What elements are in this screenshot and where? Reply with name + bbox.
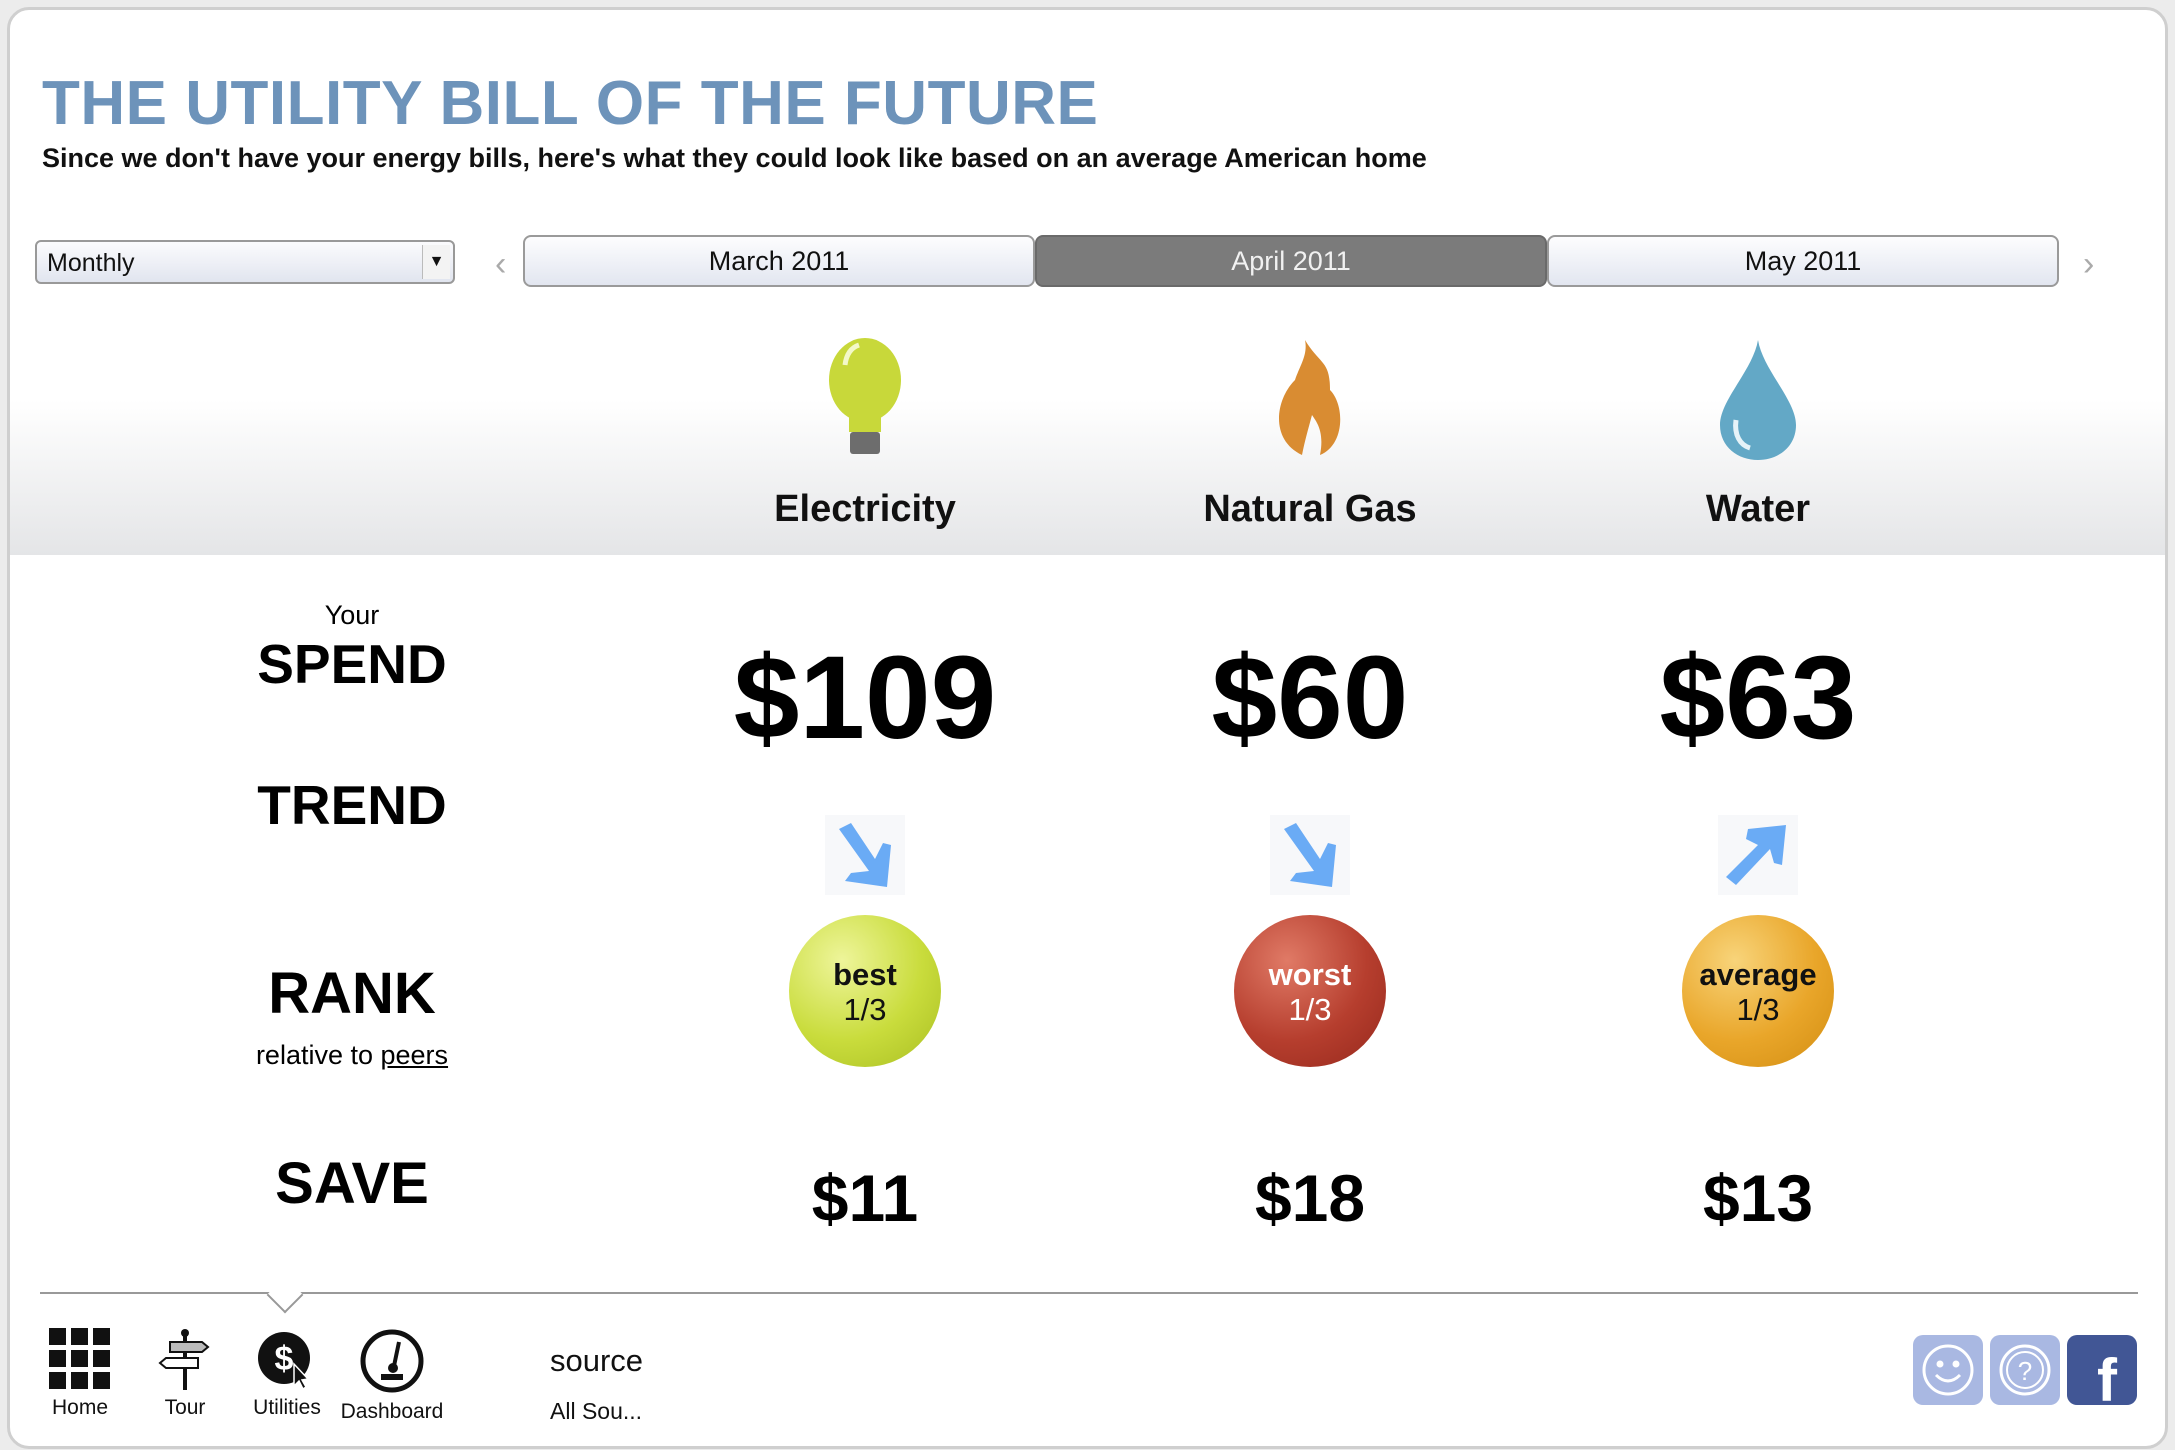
month-tabs: March 2011 April 2011 May 2011 (523, 235, 2059, 287)
source-label: source (550, 1343, 644, 1378)
rank-badge-natural-gas: worst 1/3 (1234, 915, 1386, 1067)
dollar-coin-icon: $ (258, 1332, 310, 1391)
chevron-down-icon[interactable]: ▼ (422, 245, 450, 279)
nav-dashboard[interactable]: Dashboard (337, 1328, 447, 1424)
app-frame: THE UTILITY BILL OF THE FUTURE Since we … (7, 7, 2168, 1449)
rank-badge-electricity: best 1/3 (789, 915, 941, 1067)
tab-april-2011[interactable]: April 2011 (1035, 235, 1547, 287)
facebook-icon: f (2097, 1347, 2118, 1414)
facebook-button[interactable]: f (2067, 1335, 2137, 1414)
category-label-water: Water (1705, 488, 1811, 530)
save-natural-gas: $18 (1254, 1161, 1366, 1235)
category-label-natural-gas: Natural Gas (1203, 488, 1417, 530)
trend-down-arrow-icon (1270, 815, 1350, 895)
svg-text:?: ? (2018, 1356, 2032, 1386)
spend-natural-gas: $60 (1211, 632, 1409, 764)
footer-divider (40, 1292, 2138, 1294)
trend-label: TREND (257, 774, 447, 836)
help-button[interactable]: ? (1990, 1335, 2060, 1405)
trend-down-arrow-icon (825, 815, 905, 895)
your-label: Your (324, 600, 380, 630)
active-nav-indicator (266, 1276, 304, 1314)
smiley-icon (1922, 1344, 1974, 1396)
next-month-arrow-icon[interactable]: › (2083, 245, 2095, 283)
signpost-icon (158, 1329, 210, 1390)
trend-up-arrow-icon (1718, 815, 1798, 895)
spend-water: $63 (1659, 632, 1857, 764)
rank-sublabel: relative to peers (255, 1040, 449, 1070)
page-title: THE UTILITY BILL OF THE FUTURE (42, 69, 1099, 138)
period-select-value: Monthly (47, 249, 135, 277)
nav-tour[interactable]: Tour (145, 1328, 225, 1420)
nav-home[interactable]: Home (40, 1328, 120, 1420)
save-label: SAVE (275, 1151, 429, 1216)
source-select[interactable]: All Sou... (550, 1398, 643, 1424)
tab-march-2011[interactable]: March 2011 (523, 235, 1035, 287)
rank-label: RANK (268, 961, 436, 1026)
page-subtitle: Since we don't have your energy bills, h… (42, 143, 1427, 173)
gauge-icon (360, 1329, 424, 1393)
save-electricity: $11 (811, 1161, 919, 1235)
peers-link[interactable]: peers (380, 1040, 449, 1070)
category-label-electricity: Electricity (774, 488, 956, 530)
svg-text:$: $ (275, 1340, 294, 1378)
spend-label: SPEND (257, 633, 447, 695)
feedback-smiley-button[interactable] (1913, 1335, 1983, 1405)
flame-icon (1278, 340, 1341, 455)
tab-may-2011[interactable]: May 2011 (1547, 235, 2059, 287)
water-drop-icon (1720, 340, 1796, 460)
nav-utilities[interactable]: $ Utilities (247, 1328, 327, 1420)
rank-badge-water: average 1/3 (1682, 915, 1834, 1067)
period-select[interactable]: Monthly ▼ (35, 240, 455, 284)
grid-icon (49, 1328, 110, 1389)
help-question-icon: ? (1999, 1344, 2051, 1396)
svg-text:f: f (2097, 1347, 2118, 1405)
save-water: $13 (1702, 1161, 1814, 1235)
lightbulb-icon (829, 338, 901, 454)
prev-month-arrow-icon[interactable]: ‹ (495, 245, 507, 283)
category-header-band (10, 400, 2165, 555)
spend-electricity: $109 (733, 632, 997, 764)
